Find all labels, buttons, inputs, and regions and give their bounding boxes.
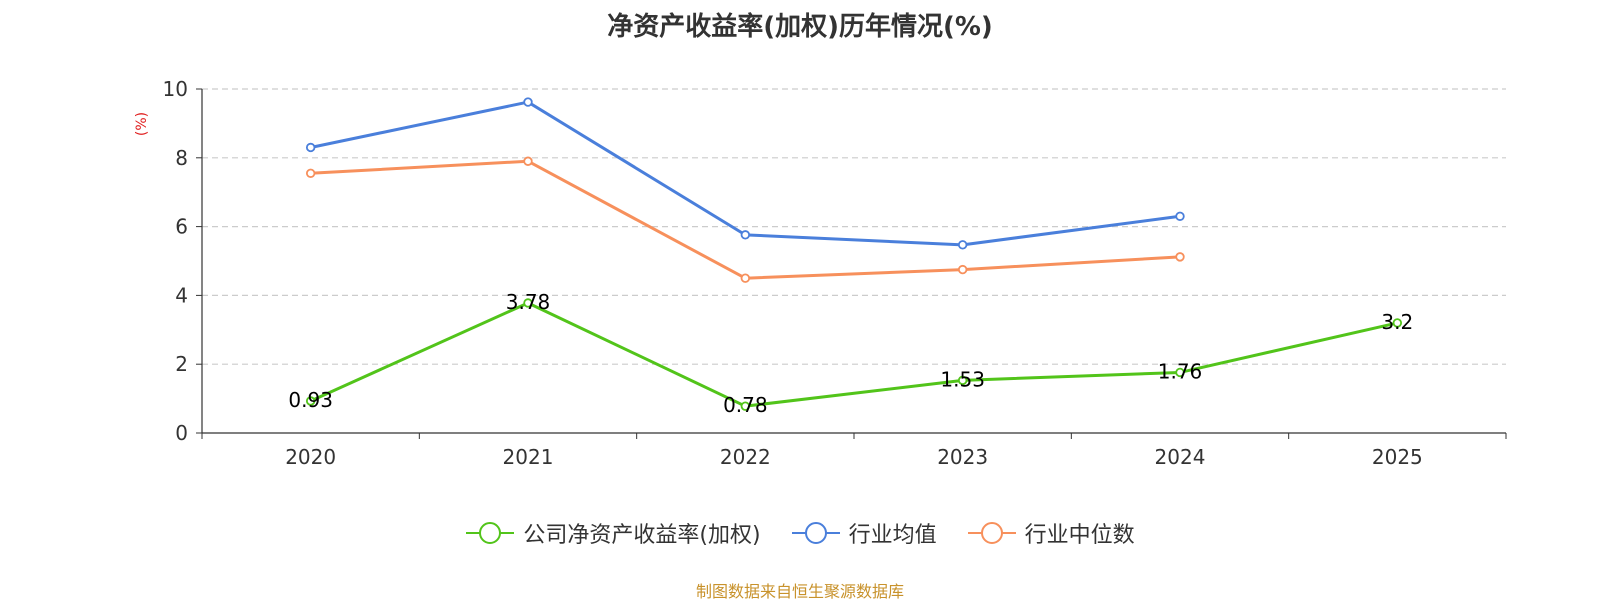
axes: 0 2 4 6 8 10 2020 2021 2022 2023 2024 2025 (163, 77, 1507, 469)
legend-marker-icon (791, 522, 840, 544)
series-line-0 (310, 301, 1398, 408)
data-label: 1.53 (940, 367, 985, 391)
data-point[interactable] (305, 396, 316, 406)
x-tick-label: 2022 (720, 445, 771, 469)
line-chart: 0 2 4 6 8 10 2020 2021 2022 2023 2024 2025 (%) 0.93… (134, 77, 1507, 469)
x-tick-label: 2023 (937, 445, 988, 469)
legend-item-1[interactable]: 行业均值 (791, 517, 937, 549)
data-point[interactable] (523, 298, 533, 308)
y-tick-label: 10 (163, 77, 188, 101)
data-point[interactable] (305, 168, 316, 178)
chart-title: 净资产收益率(加权)历年情况(%) (607, 12, 993, 42)
x-tick-label: 2024 (1155, 445, 1206, 469)
y-tick-label: 6 (175, 215, 188, 239)
x-tick-label: 2025 (1372, 445, 1423, 469)
legend-item-2[interactable]: 行业中位数 (967, 517, 1135, 549)
legend-marker-icon (466, 522, 515, 544)
x-tick-label: 2021 (503, 445, 554, 469)
data-label: 1.76 (1158, 359, 1203, 383)
data-point[interactable] (1175, 211, 1185, 221)
data-point[interactable] (740, 401, 751, 411)
data-labels: 0.93 3.78 0.78 1.53 1.76 3.2 (288, 290, 1413, 417)
data-point[interactable] (740, 273, 751, 283)
series-group (305, 97, 1403, 411)
legend-label: 行业均值 (848, 523, 937, 548)
y-tick-label: 8 (175, 146, 188, 170)
data-point[interactable] (1175, 252, 1185, 262)
legend: 公司净资产收益率(加权) 行业均值 行业中位数 (0, 517, 1600, 549)
source-note: 制图数据来自恒生聚源数据库 (695, 582, 904, 601)
data-label: 3.2 (1381, 310, 1413, 334)
x-tick-label: 2020 (285, 445, 336, 469)
data-point[interactable] (740, 230, 751, 240)
legend-marker-icon (967, 522, 1016, 544)
data-label: 0.93 (288, 388, 333, 412)
data-point[interactable] (957, 375, 968, 386)
gridlines (202, 88, 1506, 365)
data-point[interactable] (957, 264, 968, 275)
legend-label: 公司净资产收益率(加权) (523, 523, 761, 548)
series-line-2 (310, 159, 1181, 280)
series-line-1 (310, 100, 1181, 247)
data-point[interactable] (523, 97, 533, 107)
data-point[interactable] (957, 240, 968, 250)
data-point[interactable] (1392, 318, 1403, 328)
y-tick-label: 0 (175, 421, 188, 445)
data-label: 0.78 (723, 393, 768, 417)
data-point[interactable] (523, 156, 533, 166)
y-tick-label: 4 (175, 283, 188, 307)
y-tick-label: 2 (175, 352, 188, 376)
data-label: 3.78 (506, 290, 551, 314)
data-point[interactable] (305, 142, 316, 153)
data-point[interactable] (1175, 367, 1185, 378)
legend-item-0[interactable]: 公司净资产收益率(加权) (465, 517, 761, 549)
y-axis-label: (%) (134, 112, 150, 136)
legend-label: 行业中位数 (1024, 523, 1135, 548)
